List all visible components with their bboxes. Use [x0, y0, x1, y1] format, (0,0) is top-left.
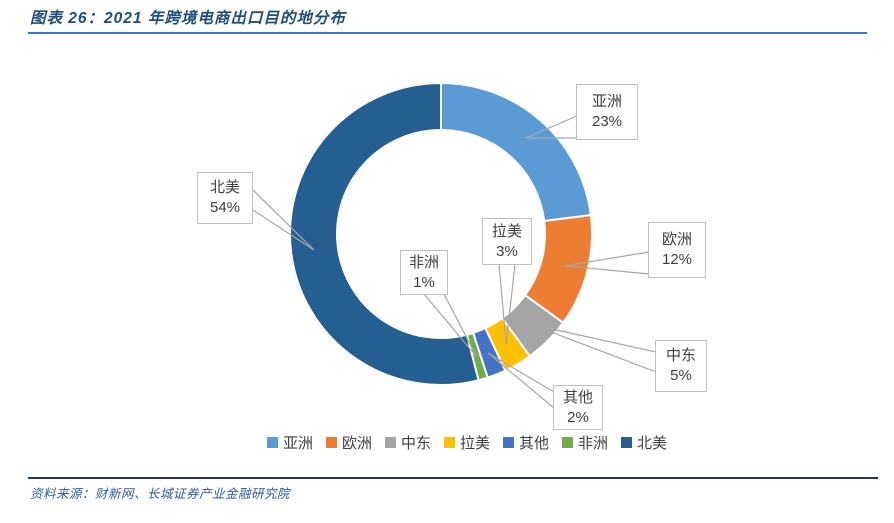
callout-label: 拉美 — [491, 222, 522, 240]
callout-value: 12% — [661, 251, 693, 268]
callout-label: 中东 — [665, 347, 696, 365]
callout-leader-line — [487, 352, 555, 393]
legend-item-latin-america: 拉美 — [443, 432, 490, 453]
legend-label-middle-east: 中东 — [400, 434, 431, 452]
callout-north-america: 北美 54% — [197, 172, 253, 224]
source-divider — [28, 477, 878, 479]
legend-item-middle-east: 中东 — [384, 432, 431, 453]
callout-label: 非洲 — [408, 253, 439, 271]
callout-label: 亚洲 — [591, 93, 622, 111]
legend-item-other: 其他 — [503, 432, 549, 453]
callout-leader-line — [498, 263, 507, 345]
legend-label-north-america: 北美 — [637, 434, 668, 452]
legend-swatch-north-america — [621, 436, 633, 448]
callout-value: 23% — [591, 113, 623, 130]
legend-label-africa: 非洲 — [578, 434, 609, 452]
donut-slice-北美 — [289, 81, 480, 386]
legend-label-europe: 欧洲 — [341, 434, 372, 452]
callout-other: 其他 2% — [553, 385, 603, 430]
callout-label: 欧洲 — [661, 231, 692, 249]
callout-leader-line — [564, 251, 650, 267]
legend-swatch-latin-america — [443, 436, 455, 448]
callout-value: 54% — [209, 199, 241, 216]
legend-swatch-other — [503, 436, 514, 448]
callout-leader-line — [531, 323, 657, 373]
title-divider — [28, 32, 867, 34]
callout-leader-line — [252, 189, 315, 251]
callout-value: 3% — [496, 242, 518, 260]
legend-item-asia: 亚洲 — [266, 432, 313, 453]
callout-leader-line — [423, 293, 478, 358]
legend-swatch-asia — [266, 436, 278, 448]
legend-label-other: 其他 — [519, 434, 550, 452]
callout-leader-line — [531, 323, 657, 353]
callout-middle-east: 中东 5% — [655, 340, 707, 392]
callout-africa: 非洲 1% — [400, 250, 448, 295]
callout-value: 5% — [670, 367, 692, 384]
legend-item-north-america: 北美 — [621, 432, 667, 453]
source-note: 资料来源：财新网、长城证券产业金融研究院 — [30, 487, 291, 501]
callout-leader-line — [564, 265, 650, 275]
callout-leader-line — [525, 115, 578, 139]
callout-label: 北美 — [209, 179, 240, 197]
callout-leader-line — [443, 293, 478, 358]
donut-plot — [252, 81, 657, 409]
callout-leader-line — [505, 263, 516, 345]
callout-value: 2% — [567, 408, 589, 426]
callout-label: 其他 — [562, 388, 593, 406]
callout-value: 1% — [413, 273, 435, 291]
donut-chart: 亚洲 23% 欧洲 12% 中东 5% 拉美 3% 其他 2% 非洲 1% 北美… — [0, 40, 894, 460]
callout-asia: 亚洲 23% — [576, 84, 638, 140]
callout-latin-america: 拉美 3% — [482, 218, 532, 265]
figure-title: 图表 26：2021 年跨境电商出口目的地分布 — [30, 10, 346, 27]
callout-leader-line — [487, 352, 555, 409]
legend-swatch-europe — [325, 436, 337, 448]
legend-label-asia: 亚洲 — [282, 434, 313, 452]
callout-europe: 欧洲 12% — [648, 222, 706, 278]
legend-item-europe: 欧洲 — [325, 432, 372, 453]
donut-slice-亚洲 — [440, 81, 592, 223]
legend-swatch-africa — [562, 436, 574, 448]
legend-swatch-middle-east — [384, 436, 396, 448]
chart-legend: 亚洲 欧洲 中东 拉美 其他 非洲 — [0, 430, 894, 454]
legend-item-africa: 非洲 — [562, 432, 608, 453]
legend-label-latin-america: 拉美 — [459, 434, 490, 452]
callout-leader-line — [252, 209, 315, 251]
